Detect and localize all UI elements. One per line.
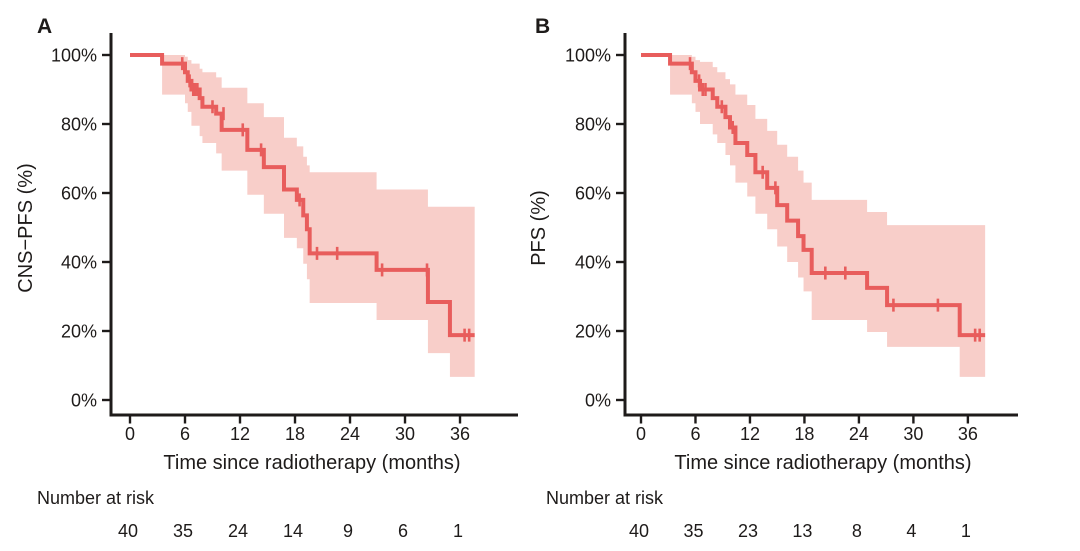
x-tick-label: 0 [636,424,646,444]
km-panel-b: 100% 80% 60% 40% 20% 0% 0 40 6 35 12 23 18 13 24 8 30 4 36… [565,33,1018,541]
y-tick-label: 20% [61,322,97,342]
x-axis-title-a: Time since radiotherapy (months) [163,452,461,474]
risk-count: 8 [852,521,862,541]
risk-count: 14 [283,521,303,541]
x-tick-label: 24 [849,424,869,444]
x-tick-label: 18 [285,424,305,444]
risk-count: 1 [453,521,463,541]
y-tick-label: 0% [585,391,611,411]
risk-count: 6 [398,521,408,541]
panel-b-label: B [535,15,551,38]
x-tick-label: 18 [794,424,814,444]
risk-count: 13 [792,521,812,541]
panel-a-label: A [37,15,53,38]
x-tick-label: 36 [450,424,470,444]
x-tick-label: 6 [180,424,190,444]
y-tick-label: 80% [61,115,97,135]
y-tick-label: 100% [565,46,611,66]
risk-count: 35 [683,521,703,541]
risk-count: 9 [343,521,353,541]
risk-count: 35 [173,521,193,541]
confidence-band [641,55,986,377]
y-tick-label: 80% [575,115,611,135]
x-tick-label: 24 [340,424,360,444]
x-tick-label: 0 [125,424,135,444]
y-tick-label: 0% [71,391,97,411]
risk-count: 23 [738,521,758,541]
y-tick-label: 20% [575,322,611,342]
km-panel-a: 100% 80% 60% 40% 20% 0% 0 40 6 35 12 24 18 14 24 9 30 6 36… [51,33,518,541]
x-tick-label: 6 [690,424,700,444]
x-tick-label: 30 [903,424,923,444]
risk-count: 4 [906,521,916,541]
x-tick-label: 12 [740,424,760,444]
x-tick-label: 36 [958,424,978,444]
x-tick-label: 12 [230,424,250,444]
x-axis-title-b: Time since radiotherapy (months) [674,452,972,474]
risk-count: 40 [629,521,649,541]
risk-count: 40 [118,521,138,541]
number-at-risk-label-a: Number at risk [37,488,155,508]
risk-count: 24 [228,521,248,541]
y-tick-label: 40% [61,253,97,273]
risk-count: 1 [961,521,971,541]
number-at-risk-label-b: Number at risk [546,488,664,508]
y-axis-title-cns-pfs: CNS−PFS (%) [15,163,37,293]
y-tick-label: 60% [61,184,97,204]
y-tick-label: 40% [575,253,611,273]
y-axis-title-pfs: PFS (%) [528,190,550,266]
y-tick-label: 100% [51,46,97,66]
x-tick-label: 30 [395,424,415,444]
y-tick-label: 60% [575,184,611,204]
